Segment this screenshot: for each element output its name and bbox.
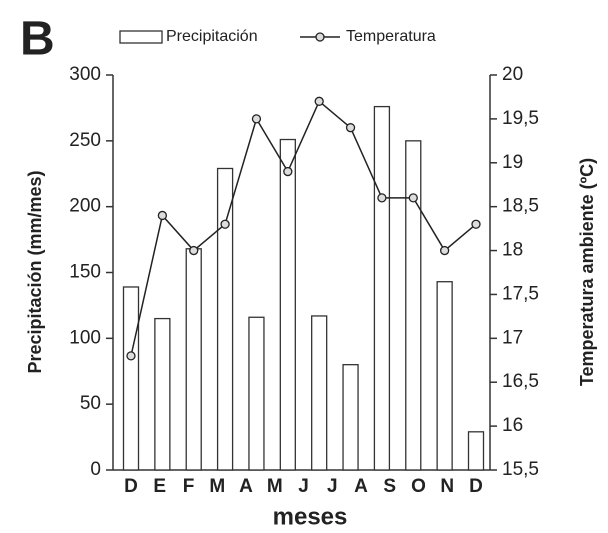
temperature-point bbox=[126, 351, 136, 361]
y2-tick-label: 17 bbox=[502, 327, 523, 348]
x-tick-label: A bbox=[239, 476, 253, 497]
x-tick-label: D bbox=[124, 476, 138, 497]
x-tick-label: A bbox=[354, 476, 368, 497]
bar bbox=[216, 167, 234, 471]
legend-marker bbox=[315, 32, 325, 42]
temperature-point bbox=[439, 245, 450, 256]
y2-tick-label: 16,5 bbox=[502, 371, 539, 392]
y-tick-label: 250 bbox=[69, 130, 101, 151]
x-tick-label: N bbox=[440, 476, 454, 497]
temperature-point bbox=[251, 114, 262, 124]
bar bbox=[467, 431, 485, 471]
y2-axis-label: Temperatura ambiente (ºC) bbox=[577, 158, 597, 386]
legend-label: Precipitación bbox=[166, 28, 258, 45]
y2-tick-label: 18,5 bbox=[502, 196, 539, 217]
temperature-point bbox=[283, 166, 293, 177]
panel-label: B bbox=[20, 13, 55, 66]
bar bbox=[248, 316, 265, 471]
temperature-line bbox=[130, 100, 477, 357]
y-tick-label: 50 bbox=[80, 393, 101, 414]
bar bbox=[436, 281, 453, 471]
bar bbox=[154, 317, 171, 471]
x-tick-label: E bbox=[153, 476, 166, 497]
x-tick-label: F bbox=[183, 476, 195, 497]
y-tick-label: 200 bbox=[69, 196, 101, 217]
y-tick-label: 100 bbox=[69, 327, 101, 348]
y-tick-label: 300 bbox=[69, 64, 101, 85]
temperature-point bbox=[471, 219, 481, 229]
bar bbox=[122, 286, 140, 471]
legend-label: Temperatura bbox=[346, 28, 436, 45]
temperature-point bbox=[189, 245, 199, 256]
y2-tick-label: 15,5 bbox=[502, 459, 539, 480]
bar bbox=[373, 105, 391, 471]
bar bbox=[311, 315, 328, 471]
temperature-point bbox=[408, 193, 418, 203]
x-tick-label: D bbox=[469, 476, 483, 497]
temperature-point bbox=[377, 193, 387, 203]
y2-tick-label: 19 bbox=[502, 152, 523, 173]
x-tick-label: O bbox=[411, 476, 426, 497]
x-tick-label: J bbox=[298, 476, 309, 497]
bar bbox=[185, 248, 202, 471]
x-tick-label: M bbox=[267, 476, 283, 497]
bar bbox=[279, 138, 296, 471]
y2-tick-label: 17,5 bbox=[502, 283, 539, 304]
y-axis-label: Precipitación (mm/mes) bbox=[25, 170, 45, 373]
x-tick-label: J bbox=[327, 476, 338, 497]
y-tick-label: 0 bbox=[90, 459, 101, 480]
bar bbox=[405, 140, 422, 471]
temperature-point bbox=[314, 96, 324, 106]
temperature-point bbox=[157, 210, 168, 221]
y-tick-label: 150 bbox=[69, 262, 101, 283]
y2-tick-label: 16 bbox=[502, 415, 523, 436]
legend-swatch bbox=[119, 30, 163, 44]
y2-tick-label: 20 bbox=[502, 64, 523, 85]
x-axis-label: meses bbox=[273, 503, 348, 530]
x-tick-label: S bbox=[383, 476, 396, 497]
temperature-point bbox=[220, 219, 230, 229]
y2-tick-label: 18 bbox=[502, 240, 523, 261]
bar bbox=[342, 364, 359, 471]
x-tick-label: M bbox=[209, 476, 225, 497]
temperature-point bbox=[345, 123, 356, 133]
y2-tick-label: 19,5 bbox=[502, 108, 539, 129]
